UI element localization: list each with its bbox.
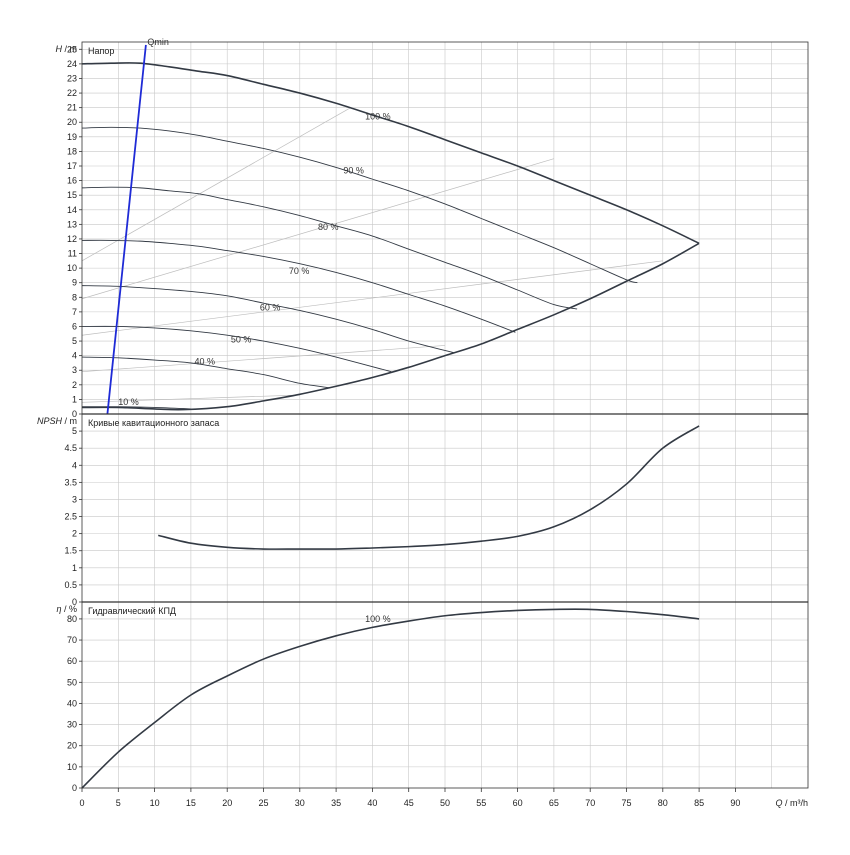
npsh-y-axis-label: NPSH / m xyxy=(37,416,77,426)
helper-line xyxy=(81,158,554,300)
eff-y-axis-label: η / % xyxy=(56,604,77,614)
head-y-tick-label: 1 xyxy=(72,394,77,404)
x-tick-label: 35 xyxy=(331,798,341,808)
npsh-y-tick-label: 3.5 xyxy=(64,477,77,487)
head-y-tick-label: 21 xyxy=(67,103,77,113)
head-y-tick-label: 22 xyxy=(67,88,77,98)
head-series-label: 60 % xyxy=(260,302,281,312)
head-y-tick-label: 10 xyxy=(67,263,77,273)
x-tick-label: 65 xyxy=(549,798,559,808)
head-series-100 xyxy=(81,62,700,245)
helper-line xyxy=(81,394,300,403)
head-y-tick-label: 12 xyxy=(67,234,77,244)
head-y-tick-label: 14 xyxy=(67,205,77,215)
head-y-tick-label: 15 xyxy=(67,190,77,200)
head-y-tick-label: 25 xyxy=(67,44,77,54)
head-series-60 xyxy=(81,285,454,354)
head-y-tick-label: 9 xyxy=(72,278,77,288)
head-series-label: 10 % xyxy=(118,397,139,407)
head-series-80 xyxy=(81,186,578,310)
x-tick-label: 0 xyxy=(79,798,84,808)
npsh-y-tick-label: 1 xyxy=(72,563,77,573)
head-y-tick-label: 19 xyxy=(67,132,77,142)
x-tick-label: 60 xyxy=(513,798,523,808)
helper-line xyxy=(81,260,663,336)
npsh-y-tick-label: 3 xyxy=(72,494,77,504)
npsh-series-curve0 xyxy=(158,425,700,550)
x-axis-label: Q / m³/h xyxy=(775,798,808,808)
head-y-tick-label: 2 xyxy=(72,380,77,390)
npsh-y-tick-label: 2 xyxy=(72,529,77,539)
head-y-tick-label: 6 xyxy=(72,321,77,331)
head-series-90 xyxy=(81,126,638,284)
eff-series-100 xyxy=(81,608,700,789)
x-tick-label: 25 xyxy=(258,798,268,808)
head-series-50 xyxy=(81,325,392,373)
head-y-tick-label: 0 xyxy=(72,409,77,419)
x-tick-label: 85 xyxy=(694,798,704,808)
eff-y-tick-label: 40 xyxy=(67,698,77,708)
head-y-tick-label: 17 xyxy=(67,161,77,171)
head-series-label: 80 % xyxy=(318,222,339,232)
x-tick-label: 70 xyxy=(585,798,595,808)
npsh-y-tick-label: 0 xyxy=(72,597,77,607)
head-y-tick-label: 23 xyxy=(67,73,77,83)
head-series-40 xyxy=(81,356,330,389)
eff-y-tick-label: 70 xyxy=(67,635,77,645)
head-y-tick-label: 7 xyxy=(72,307,77,317)
npsh-y-tick-label: 4 xyxy=(72,460,77,470)
head-y-tick-label: 13 xyxy=(67,219,77,229)
head-y-tick-label: 16 xyxy=(67,176,77,186)
head-y-tick-label: 8 xyxy=(72,292,77,302)
head-y-tick-label: 3 xyxy=(72,365,77,375)
eff-y-tick-label: 10 xyxy=(67,762,77,772)
npsh-y-tick-label: 2.5 xyxy=(64,512,77,522)
eff-y-tick-label: 0 xyxy=(72,783,77,793)
x-tick-label: 10 xyxy=(150,798,160,808)
head-y-tick-label: 5 xyxy=(72,336,77,346)
npsh-y-tick-label: 0.5 xyxy=(64,580,77,590)
x-tick-label: 55 xyxy=(476,798,486,808)
eff-panel-title: Гидравлический КПД xyxy=(88,606,176,616)
x-tick-label: 50 xyxy=(440,798,450,808)
x-tick-label: 5 xyxy=(116,798,121,808)
eff-y-tick-label: 80 xyxy=(67,614,77,624)
head-series-min-speed-envelope xyxy=(81,242,700,411)
x-tick-label: 45 xyxy=(404,798,414,808)
head-y-tick-label: 4 xyxy=(72,351,77,361)
head-series-label: 50 % xyxy=(231,335,252,345)
helper-line xyxy=(81,107,351,262)
head-series-label: 100 % xyxy=(365,111,391,121)
head-y-tick-label: 18 xyxy=(67,146,77,156)
head-y-tick-label: 11 xyxy=(68,249,77,259)
head-series-label: 40 % xyxy=(195,356,216,366)
eff-y-tick-label: 50 xyxy=(67,677,77,687)
eff-y-tick-label: 20 xyxy=(67,741,77,751)
x-tick-label: 15 xyxy=(186,798,196,808)
head-series-label: 70 % xyxy=(289,266,310,276)
eff-series-label: 100 % xyxy=(365,614,391,624)
head-y-axis-label: H / m xyxy=(56,44,78,54)
npsh-y-tick-label: 1.5 xyxy=(64,546,77,556)
npsh-y-tick-label: 5 xyxy=(72,426,77,436)
x-tick-label: 40 xyxy=(367,798,377,808)
x-tick-label: 30 xyxy=(295,798,305,808)
npsh-panel-title: Кривые кавитационного запаса xyxy=(88,418,219,428)
x-tick-label: 90 xyxy=(730,798,740,808)
x-tick-label: 20 xyxy=(222,798,232,808)
eff-y-tick-label: 60 xyxy=(67,656,77,666)
head-series-label: 90 % xyxy=(343,165,364,175)
head-series-70 xyxy=(81,239,516,333)
eff-y-tick-label: 30 xyxy=(67,720,77,730)
head-y-tick-label: 24 xyxy=(67,59,77,69)
head-y-tick-label: 20 xyxy=(67,117,77,127)
x-tick-label: 75 xyxy=(621,798,631,808)
head-series-qmin-line xyxy=(106,44,147,415)
npsh-y-tick-label: 4.5 xyxy=(64,443,77,453)
x-tick-label: 80 xyxy=(658,798,668,808)
helper-line xyxy=(81,345,446,373)
head-panel-title: Напор xyxy=(88,46,114,56)
